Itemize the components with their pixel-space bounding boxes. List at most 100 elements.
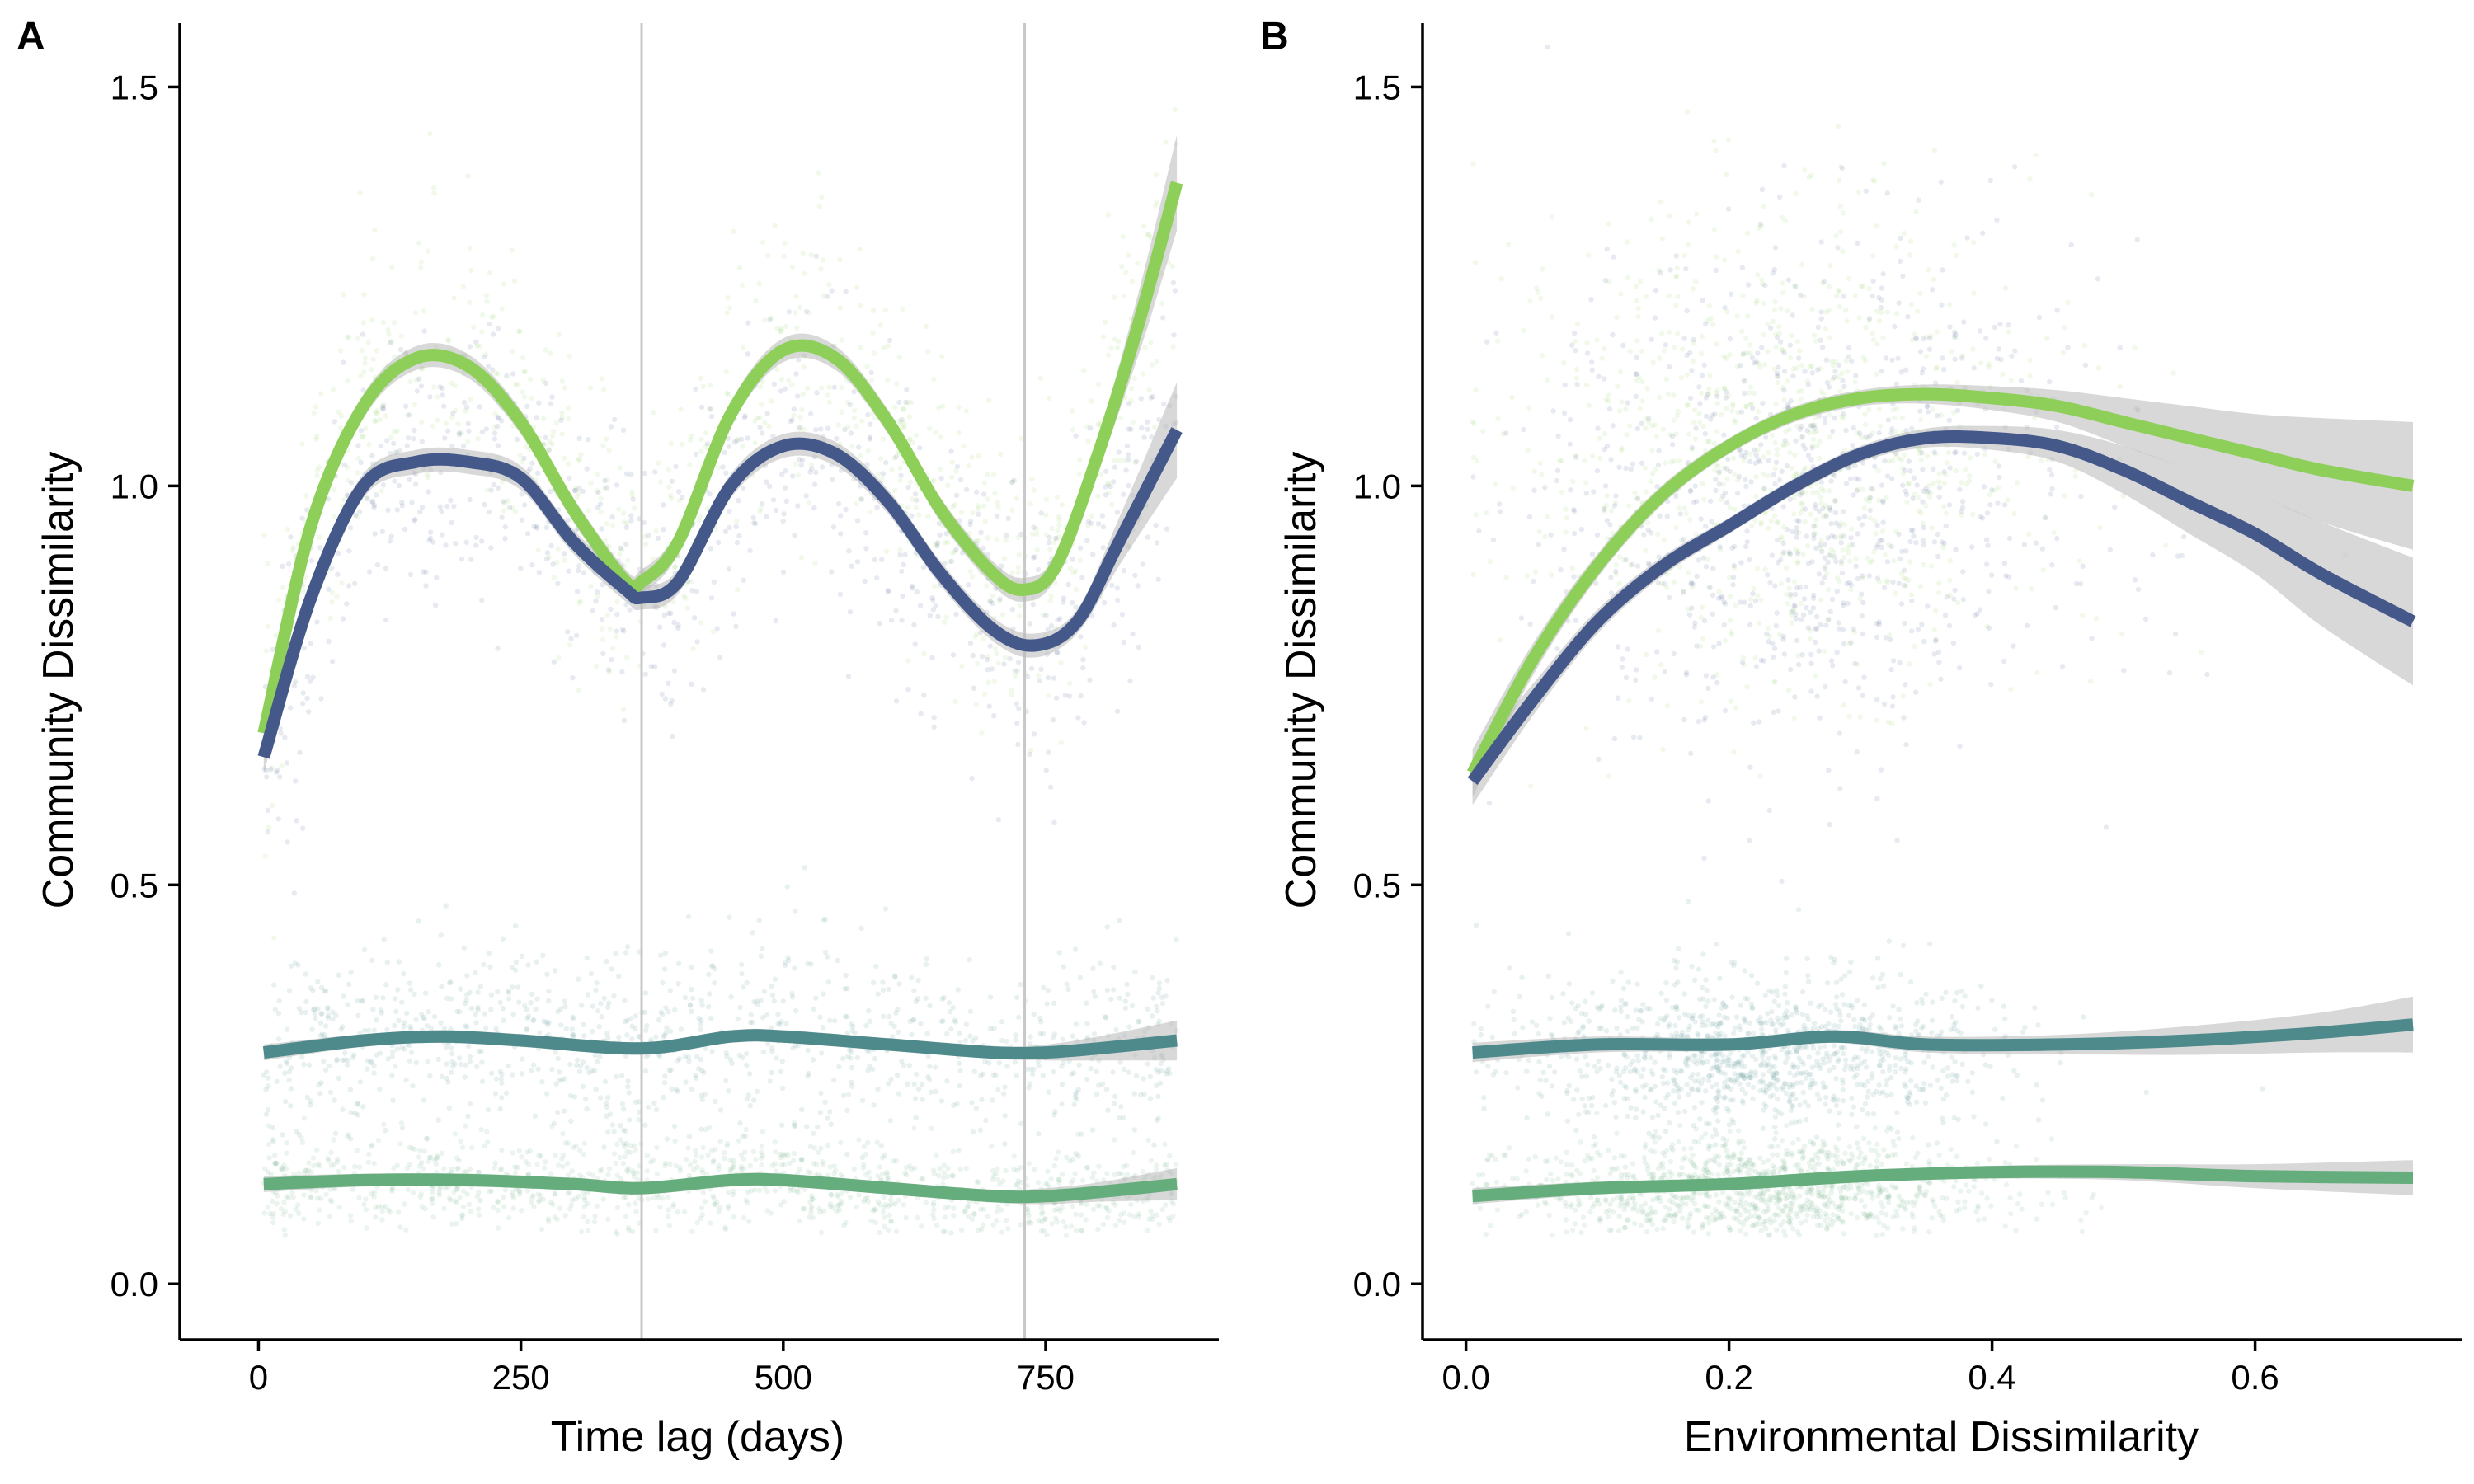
- scatter-point: [380, 995, 386, 1001]
- scatter-point: [493, 1026, 499, 1032]
- scatter-point: [311, 1006, 317, 1012]
- scatter-point: [1658, 661, 1664, 668]
- scatter-point: [633, 1209, 639, 1214]
- scatter-point: [359, 348, 365, 354]
- scatter-point: [1876, 406, 1883, 412]
- scatter-point: [265, 561, 270, 566]
- scatter-point: [1028, 665, 1035, 672]
- scatter-point: [384, 1026, 390, 1033]
- scatter-point: [403, 1078, 409, 1083]
- scatter-point: [421, 1166, 426, 1172]
- scatter-point: [388, 340, 393, 346]
- scatter-point: [665, 1214, 670, 1219]
- scatter-point: [747, 1019, 754, 1026]
- scatter-point: [769, 398, 774, 404]
- scatter-point: [364, 1225, 369, 1231]
- scatter-point: [950, 1148, 957, 1154]
- scatter-point: [525, 1013, 532, 1020]
- scatter-point: [893, 1158, 900, 1164]
- scatter-point: [1015, 659, 1022, 665]
- scatter-point: [306, 1160, 312, 1166]
- scatter-point: [1145, 1228, 1150, 1234]
- scatter-point: [1056, 514, 1062, 519]
- scatter-point: [1767, 325, 1774, 331]
- scatter-point: [1123, 467, 1129, 473]
- scatter-point: [558, 417, 564, 423]
- scatter-point: [1928, 563, 1935, 569]
- scatter-point: [911, 988, 917, 993]
- scatter-point: [379, 1217, 385, 1223]
- scatter-point: [813, 253, 820, 259]
- scatter-point: [578, 1063, 584, 1068]
- scatter-point: [323, 1191, 329, 1197]
- scatter-point: [739, 282, 745, 288]
- point-cloud-series-0: [261, 106, 1179, 941]
- scatter-point: [1861, 505, 1868, 511]
- scatter-point: [405, 1186, 412, 1193]
- scatter-point: [995, 1203, 1001, 1209]
- scatter-point: [496, 416, 501, 421]
- scatter-point: [568, 1202, 575, 1208]
- scatter-point: [499, 306, 505, 312]
- scatter-point: [821, 917, 826, 923]
- scatter-point: [608, 424, 614, 430]
- scatter-point: [1122, 1005, 1129, 1012]
- scatter-point: [517, 1189, 523, 1195]
- scatter-point: [837, 591, 844, 597]
- scatter-point: [598, 510, 604, 515]
- scatter-point: [435, 394, 440, 400]
- scatter-point: [380, 320, 386, 326]
- scatter-point: [1071, 1101, 1077, 1107]
- scatter-point: [1724, 405, 1729, 411]
- scatter-point: [335, 571, 341, 577]
- scatter-point: [1661, 348, 1667, 354]
- scatter-point: [742, 1149, 748, 1155]
- scatter-point: [985, 535, 990, 541]
- scatter-point: [859, 1097, 866, 1104]
- scatter-point: [1148, 1208, 1154, 1214]
- scatter-point: [473, 1012, 478, 1017]
- scatter-point: [845, 1092, 852, 1097]
- scatter-point: [664, 1136, 670, 1142]
- scatter-point: [308, 1098, 313, 1104]
- scatter-point: [866, 1049, 872, 1054]
- scatter-point: [1887, 632, 1893, 638]
- scatter-point: [1818, 388, 1824, 394]
- scatter-point: [377, 1086, 383, 1092]
- scatter-point: [304, 1094, 310, 1101]
- scatter-point: [606, 1000, 612, 1006]
- scatter-point: [670, 733, 675, 740]
- scatter-point: [1947, 577, 1953, 583]
- scatter-point: [1870, 557, 1875, 564]
- scatter-point: [284, 1026, 290, 1032]
- scatter-point: [1500, 431, 1507, 437]
- scatter-point: [681, 1209, 688, 1215]
- scatter-point: [698, 1126, 704, 1132]
- scatter-point: [1156, 1221, 1162, 1228]
- scatter-point: [1685, 606, 1691, 613]
- scatter-point: [1933, 365, 1939, 372]
- scatter-point: [410, 1083, 416, 1089]
- scatter-point: [524, 1149, 530, 1155]
- scatter-point: [352, 1111, 358, 1116]
- scatter-point: [434, 575, 440, 580]
- scatter-point: [1801, 467, 1807, 473]
- scatter-point: [533, 1006, 539, 1012]
- scatter-point: [509, 1192, 515, 1199]
- scatter-point: [1103, 1204, 1109, 1210]
- scatter-point: [371, 505, 377, 510]
- scatter-point: [444, 1044, 449, 1050]
- scatter-point: [408, 1026, 414, 1032]
- scatter-point: [843, 506, 849, 513]
- scatter-point: [276, 998, 282, 1004]
- scatter-point: [373, 994, 379, 1000]
- scatter-point: [476, 1190, 482, 1195]
- scatter-point: [509, 247, 515, 253]
- scatter-point: [2077, 558, 2082, 564]
- scatter-point: [693, 386, 698, 392]
- scatter-point: [958, 510, 965, 515]
- scatter-point: [1755, 272, 1761, 278]
- scatter-point: [321, 1059, 327, 1064]
- scatter-point: [530, 1017, 536, 1024]
- scatter-point: [1047, 534, 1052, 541]
